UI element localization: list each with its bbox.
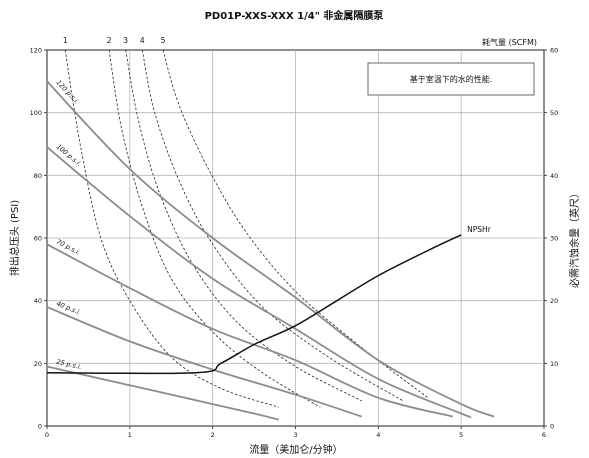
y-right-tick-label: 50 [550,109,558,117]
pressure-curve [46,243,454,418]
air-curve-label: 1 [63,36,68,45]
pressure-curve [46,146,472,419]
air-consumption-curve-1 [64,49,280,408]
x-tick-label: 4 [376,431,380,439]
y-left-tick-label: 0 [38,423,42,431]
y-left-tick-label: 120 [30,47,42,55]
y-left-tick-label: 20 [34,360,42,368]
y-left-tick-label: 100 [30,109,42,117]
note-text: 基于室温下的水的性能. [410,74,493,84]
x-tick-label: 3 [293,431,297,439]
x-axis-label: 流量（美加仑/分钟） [249,443,342,456]
grid-lines [47,50,544,426]
y-left-axis-label: 排出总压头 (PSI) [8,200,21,276]
air-curve-label: 4 [140,36,145,45]
y-right-tick-label: 40 [550,172,558,180]
air-curve-label: 5 [161,36,166,45]
pressure-curve-label: 100 p.s.i. [55,143,83,168]
air-consumption-curves [64,49,429,408]
air-consumption-curve-4 [141,49,404,402]
pressure-curve-labels: 120 p.s.i.100 p.s.i.70 p.s.i.40 p.s.i.25… [55,78,83,371]
npshr-curve-group: NPSHr [46,225,492,375]
npshr-label: NPSHr [467,225,492,234]
chart-title: PD01P-XXS-XXX 1/4" 非金属隔膜泵 [205,9,385,22]
y-right-tick-label: 30 [550,235,558,243]
x-axis-ticks: 0 1 2 3 4 5 6 [45,426,546,439]
y-right-tick-label: 0 [550,423,554,431]
pressure-curve-label: 120 p.s.i. [55,78,81,105]
pressure-curves [46,80,495,421]
x-tick-label: 6 [542,431,546,439]
note-box [367,62,535,96]
y-left-axis-ticks: 0 20 40 60 80 100 120 [30,47,47,431]
top-axis-label: 耗气量 (SCFM) [482,37,537,47]
x-tick-label: 2 [211,431,215,439]
pressure-curve [46,306,363,418]
y-right-tick-label: 10 [550,360,558,368]
air-curve-label: 2 [107,36,112,45]
air-consumption-curve-2 [108,49,321,408]
pressure-curve [46,365,280,421]
y-left-tick-label: 40 [34,297,42,305]
x-tick-label: 5 [459,431,463,439]
y-right-axis-label: 必需汽蚀余量（英尺） [568,188,581,288]
x-tick-label: 0 [45,431,49,439]
npshr-curve [46,234,462,375]
y-left-tick-label: 80 [34,172,42,180]
x-tick-label: 1 [128,431,132,439]
y-right-tick-label: 60 [550,47,558,55]
y-right-tick-label: 20 [550,297,558,305]
pressure-curve-label: 70 p.s.i. [55,238,82,257]
pressure-curve [46,80,495,418]
y-right-axis-ticks: 0 10 20 30 40 50 60 [544,47,558,431]
air-curve-labels: 1 2 3 4 5 [63,36,166,45]
air-curve-label: 3 [123,36,128,45]
pressure-curve-label: 40 p.s.i. [55,299,82,316]
y-left-tick-label: 60 [34,235,42,243]
